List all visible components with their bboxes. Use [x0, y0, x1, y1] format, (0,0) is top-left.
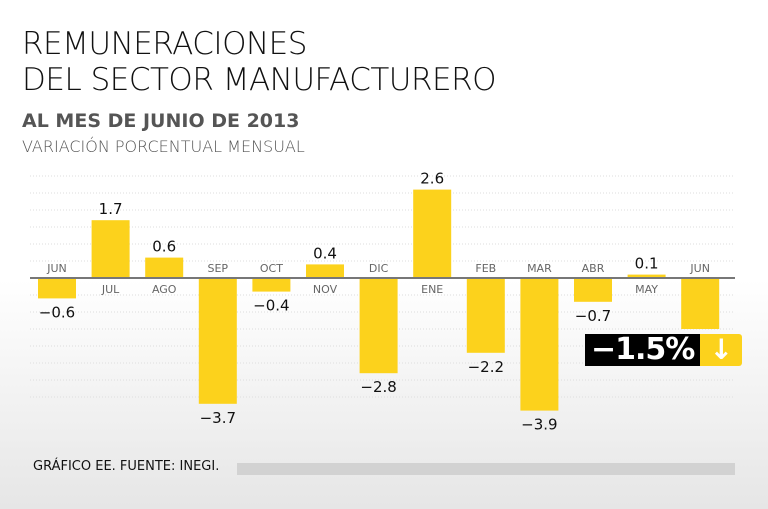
month-label: NOV [313, 283, 338, 296]
month-label: OCT [260, 262, 283, 275]
value-label: 1.7 [99, 200, 123, 218]
arrow-down-icon: ↓ [700, 334, 743, 366]
chart-title: REMUNERACIONES DEL SECTOR MANUFACTURERO [22, 26, 497, 98]
bar [574, 278, 612, 302]
value-label: −3.9 [521, 416, 557, 434]
bar [198, 278, 237, 404]
highlight-value: −1.5% [585, 334, 701, 366]
month-label: ABR [582, 262, 605, 275]
value-label: 0.4 [313, 244, 337, 262]
month-label: JUN [46, 262, 67, 275]
value-label: −0.4 [253, 297, 289, 315]
value-label: −0.7 [575, 307, 611, 325]
footer-bar [237, 463, 735, 475]
month-label: AGO [152, 283, 177, 296]
month-label: FEB [475, 262, 496, 275]
value-label: −2.2 [468, 358, 504, 376]
month-label: SEP [208, 262, 229, 275]
month-label: DIC [369, 262, 389, 275]
bar [466, 278, 505, 353]
bar [520, 278, 559, 411]
y-axis-label: VARIACIÓN PORCENTUAL MENSUAL [22, 137, 305, 156]
chart-subtitle: AL MES DE JUNIO DE 2013 [22, 110, 300, 132]
bar [306, 264, 344, 278]
bar [359, 278, 398, 374]
value-label: 0.6 [152, 238, 176, 256]
highlight-badge: −1.5% ↓ [585, 334, 743, 366]
month-label: JUL [101, 283, 120, 296]
source-note: GRÁFICO EE. FUENTE: INEGI. [33, 459, 220, 474]
month-label: JUN [689, 262, 710, 275]
bar [91, 220, 130, 278]
month-label: MAR [527, 262, 552, 275]
month-label: ENE [421, 283, 443, 296]
bar [38, 278, 76, 299]
value-label: 0.1 [635, 255, 659, 273]
bar [252, 278, 291, 292]
bar [413, 189, 452, 278]
value-label: −0.6 [39, 303, 75, 321]
value-label: 2.6 [420, 170, 444, 188]
bar [627, 274, 666, 278]
value-label: −2.8 [360, 378, 396, 396]
bar [145, 257, 184, 278]
bar [681, 278, 720, 329]
month-label: MAY [635, 283, 658, 296]
value-label: −3.7 [200, 409, 236, 427]
